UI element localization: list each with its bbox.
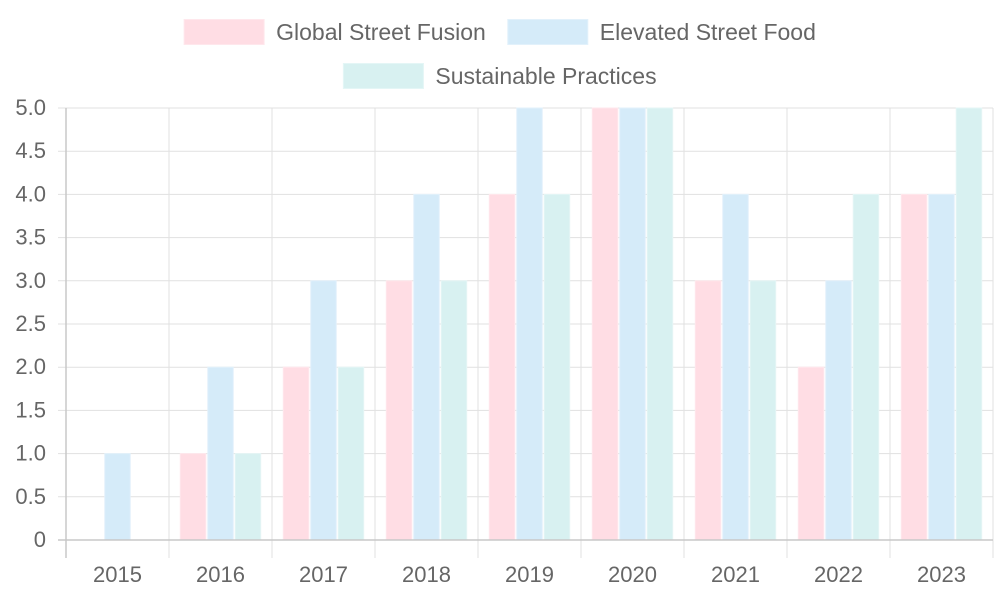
legend-item-series-2[interactable]: Sustainable Practices (342, 63, 657, 89)
bar-2021-series-2[interactable] (749, 280, 777, 541)
bar-2019-series-0[interactable] (488, 193, 516, 541)
bar-2018-series-1[interactable] (413, 193, 440, 541)
legend-swatch (507, 19, 589, 45)
y-tick-label: 2.5 (15, 311, 46, 336)
bar-2019-series-1[interactable] (516, 107, 543, 541)
legend-label: Sustainable Practices (435, 63, 656, 89)
bar-2016-series-0[interactable] (179, 453, 207, 541)
y-tick-labels: 0 0.5 1.0 1.5 2.0 2.5 3.0 3.5 4.0 4.5 5.0 (15, 95, 46, 552)
y-tick-label: 5.0 (15, 95, 46, 120)
bar-2019-series-2[interactable] (543, 193, 571, 541)
y-tick-label: 0 (34, 527, 46, 552)
bar-2022-series-2[interactable] (852, 193, 880, 541)
y-tick-label: 0.5 (15, 484, 46, 509)
x-tick-labels: 2015 2016 2017 2018 2019 2020 2021 2022 2023 (93, 562, 966, 587)
x-tick-label: 2016 (196, 562, 245, 587)
x-tick-label: 2022 (814, 562, 863, 587)
axes (58, 108, 993, 558)
y-tick-label: 4.0 (15, 181, 46, 206)
bar-2022-series-1[interactable] (825, 280, 852, 541)
bar-2021-series-1[interactable] (722, 193, 749, 541)
bar-2021-series-0[interactable] (694, 280, 722, 541)
y-tick-label: 1.5 (15, 397, 46, 422)
legend-label: Global Street Fusion (276, 19, 486, 45)
y-tick-label: 1.0 (15, 441, 46, 466)
legend-swatch (183, 19, 265, 45)
x-tick-label: 2015 (93, 562, 142, 587)
bar-2023-series-1[interactable] (928, 193, 955, 541)
y-tick-label: 3.5 (15, 225, 46, 250)
x-tick-label: 2018 (402, 562, 451, 587)
bar-2015-series-1[interactable] (104, 453, 131, 541)
legend-label: Elevated Street Food (600, 19, 816, 45)
bar-2023-series-0[interactable] (900, 193, 928, 541)
bar-2018-series-0[interactable] (385, 280, 413, 541)
legend-swatch (342, 63, 424, 89)
bar-2020-series-2[interactable] (646, 107, 674, 541)
bar-2017-series-0[interactable] (282, 366, 310, 541)
y-tick-label: 2.0 (15, 354, 46, 379)
bar-2020-series-1[interactable] (619, 107, 646, 541)
x-tick-label: 2017 (299, 562, 348, 587)
bar-2020-series-0[interactable] (591, 107, 619, 541)
bar-series (104, 107, 983, 541)
bar-2016-series-2[interactable] (234, 453, 262, 541)
bar-2016-series-1[interactable] (207, 366, 234, 541)
legend-item-series-1[interactable]: Elevated Street Food (507, 19, 816, 45)
bar-2022-series-0[interactable] (797, 366, 825, 541)
legend: Global Street Fusion Elevated Street Food… (183, 19, 816, 89)
legend-item-series-0[interactable]: Global Street Fusion (183, 19, 486, 45)
bar-2018-series-2[interactable] (440, 280, 468, 541)
y-tick-label: 4.5 (15, 138, 46, 163)
bar-2017-series-1[interactable] (310, 280, 337, 541)
y-tick-label: 3.0 (15, 268, 46, 293)
bar-2017-series-2[interactable] (337, 366, 365, 541)
x-tick-label: 2021 (711, 562, 760, 587)
x-tick-label: 2020 (608, 562, 657, 587)
x-tick-label: 2023 (917, 562, 966, 587)
x-tick-label: 2019 (505, 562, 554, 587)
bar-2023-series-2[interactable] (955, 107, 983, 541)
